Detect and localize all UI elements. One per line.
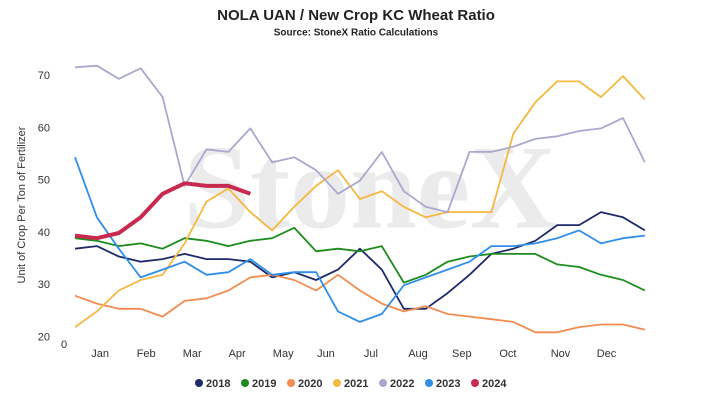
series-line xyxy=(74,75,646,328)
x-tick-label: Jun xyxy=(317,348,335,360)
chart-subtitle: Source: StoneX Ratio Calculations xyxy=(274,28,439,39)
y-tick-label: 60 xyxy=(38,122,50,134)
series-line xyxy=(74,226,646,292)
legend-label: 2018 xyxy=(206,378,230,390)
x-tick-label: Mar xyxy=(183,348,202,360)
legend-marker xyxy=(471,379,479,387)
x-tick-label: Oct xyxy=(499,348,516,360)
y-tick-label: 40 xyxy=(38,227,50,239)
y-tick-label: 50 xyxy=(38,175,50,187)
x-tick-label: Feb xyxy=(137,348,156,360)
watermark: StoneX xyxy=(183,121,556,254)
y-tick-label: 20 xyxy=(38,331,50,343)
legend-label: 2021 xyxy=(344,378,368,390)
x-tick-label: Sep xyxy=(452,348,472,360)
legend-marker xyxy=(287,379,295,387)
x-tick-label: May xyxy=(273,348,294,360)
x-tick-label: Dec xyxy=(597,348,617,360)
x-tick-label: Jan xyxy=(91,348,109,360)
legend-label: 2019 xyxy=(252,378,276,390)
chart-title: NOLA UAN / New Crop KC Wheat Ratio xyxy=(217,7,495,24)
legend-marker xyxy=(333,379,341,387)
y-axis-title: Unit of Crop Per Ton of Fertilizer xyxy=(16,126,28,283)
legend-marker xyxy=(241,379,249,387)
series-line xyxy=(74,211,646,310)
legend-label: 2024 xyxy=(482,378,507,390)
x-tick-label: Apr xyxy=(229,348,246,360)
y-tick-label: 30 xyxy=(38,279,50,291)
x-tick-label: Aug xyxy=(408,348,428,360)
legend-marker xyxy=(195,379,203,387)
legend-label: 2023 xyxy=(436,378,460,390)
series-line xyxy=(74,64,646,213)
legend-label: 2022 xyxy=(390,378,414,390)
legend-marker xyxy=(425,379,433,387)
legend-marker xyxy=(379,379,387,387)
x-tick-label: 0 xyxy=(61,339,67,351)
series-line xyxy=(74,156,646,323)
x-tick-label: Nov xyxy=(551,348,571,360)
series-line xyxy=(74,181,251,241)
legend-label: 2020 xyxy=(298,378,322,390)
y-tick-label: 70 xyxy=(38,70,50,82)
x-tick-label: Jul xyxy=(364,348,378,360)
series-line xyxy=(74,273,646,334)
